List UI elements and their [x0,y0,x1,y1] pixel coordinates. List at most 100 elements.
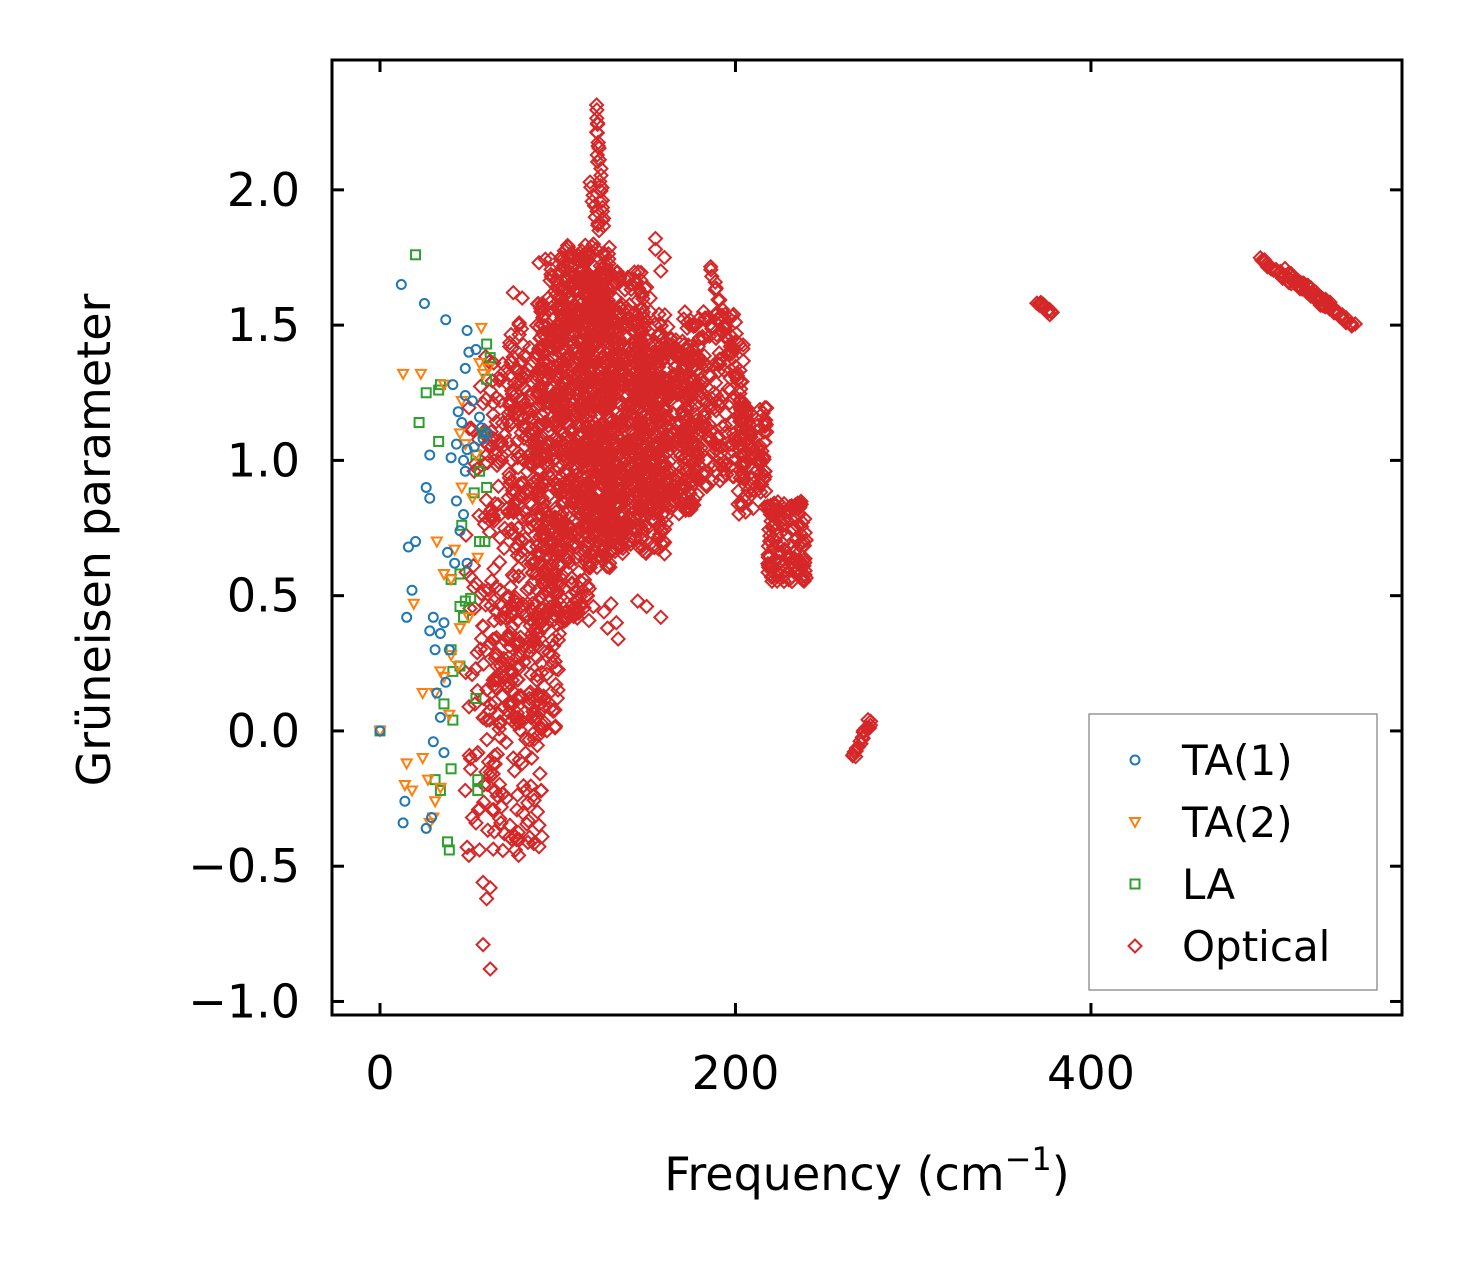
data-point-optical [630,377,647,394]
data-point-optical [501,503,518,520]
data-point-optical [505,750,522,766]
data-point-optical [487,783,504,799]
data-point-optical [507,709,524,726]
x-axis-label-superscript: −1 [1005,1140,1052,1178]
data-point-optical [517,782,534,799]
data-point-optical [590,353,607,370]
data-point-optical [656,545,673,562]
data-point-optical [511,476,527,493]
data-point-optical [633,333,649,350]
data-point-ta1 [458,454,470,466]
data-point-optical [517,703,534,720]
data-point-optical [647,241,664,258]
data-point-optical [502,698,519,715]
data-point-ta2 [465,493,480,506]
axis-ticks: 0 200 400 −1.0 −0.5 0.0 0.5 1.0 1.5 2.0 [188,60,1402,1100]
data-point-ta1 [420,822,432,834]
data-point-optical [652,263,669,279]
data-point-optical [675,311,692,327]
data-point-optical [496,632,513,649]
data-point-optical [793,518,810,535]
data-point-optical [659,318,676,335]
plot-frame [330,58,1404,1017]
data-point-optical [730,483,747,500]
data-point-optical [536,494,552,511]
y-tick-label: −1.0 [188,974,300,1028]
data-point-optical [535,688,552,705]
data-point-optical [629,593,646,609]
data-point-optical [630,340,647,356]
data-point-optical [608,429,625,445]
data-point-la [470,692,482,704]
data-point-optical [534,296,551,313]
data-point-optical [585,541,602,558]
data-point-optical [487,679,504,696]
data-point-optical [591,222,607,239]
data-point-optical [789,517,805,534]
data-point-optical [604,374,621,390]
data-point-ta1 [458,509,470,521]
data-point-optical [485,841,502,858]
data-point-optical [546,701,563,718]
data-point-optical [464,809,481,826]
data-point-optical [511,315,528,331]
data-point-optical [511,316,528,333]
data-point-optical [693,445,710,462]
data-point-optical [510,520,527,536]
data-point-optical [785,559,802,576]
data-point-optical [563,494,580,511]
legend-label: TA(2) [1181,798,1293,847]
data-point-optical [717,328,734,344]
data-point-optical [696,330,713,347]
data-point-optical [553,494,570,510]
data-point-optical [509,709,526,726]
data-point-optical [530,462,547,479]
data-point-optical [510,657,527,674]
data-point-optical [616,365,633,382]
data-point-optical [558,603,575,620]
data-point-optical [531,613,548,630]
data-point-optical [520,812,537,829]
data-point-optical [675,460,692,477]
data-point-optical [528,445,545,462]
data-point-optical [520,361,537,378]
data-point-optical [664,493,681,510]
data-point-optical [583,397,600,414]
legend-label: TA(1) [1181,736,1293,785]
data-point-optical [459,839,475,856]
data-point-optical [558,396,575,413]
data-point-optical [652,425,669,441]
data-point-optical [796,537,813,554]
data-point-optical [591,303,608,320]
data-point-optical [478,712,495,729]
data-point-ta2 [444,574,458,587]
data-point-ta1 [440,314,452,326]
data-point-ta1 [438,617,450,629]
data-point-ta2 [481,363,496,376]
data-point-optical [734,497,751,514]
data-point-ta1 [445,452,457,464]
data-point-optical [615,519,632,536]
data-point-optical [496,540,512,557]
data-point-optical [559,349,576,366]
data-point-optical [628,486,645,503]
data-point-optical [578,449,594,466]
data-point-optical [496,668,513,685]
data-point-optical [589,336,606,353]
data-point-optical [661,427,678,444]
data-point-ta1 [438,747,450,759]
data-point-optical [490,496,507,513]
data-point-optical [534,716,550,733]
data-point-ta1 [461,325,473,337]
data-point-optical [621,270,637,287]
data-point-optical [603,530,620,547]
data-point-optical [642,303,659,320]
data-point-optical [504,672,521,689]
data-point-optical [491,716,508,732]
data-point-optical [535,396,552,413]
data-point-la [474,465,486,477]
data-point-optical [475,936,491,953]
data-point-optical [758,416,775,433]
data-point-optical [535,700,552,717]
data-point-ta1 [459,465,471,477]
